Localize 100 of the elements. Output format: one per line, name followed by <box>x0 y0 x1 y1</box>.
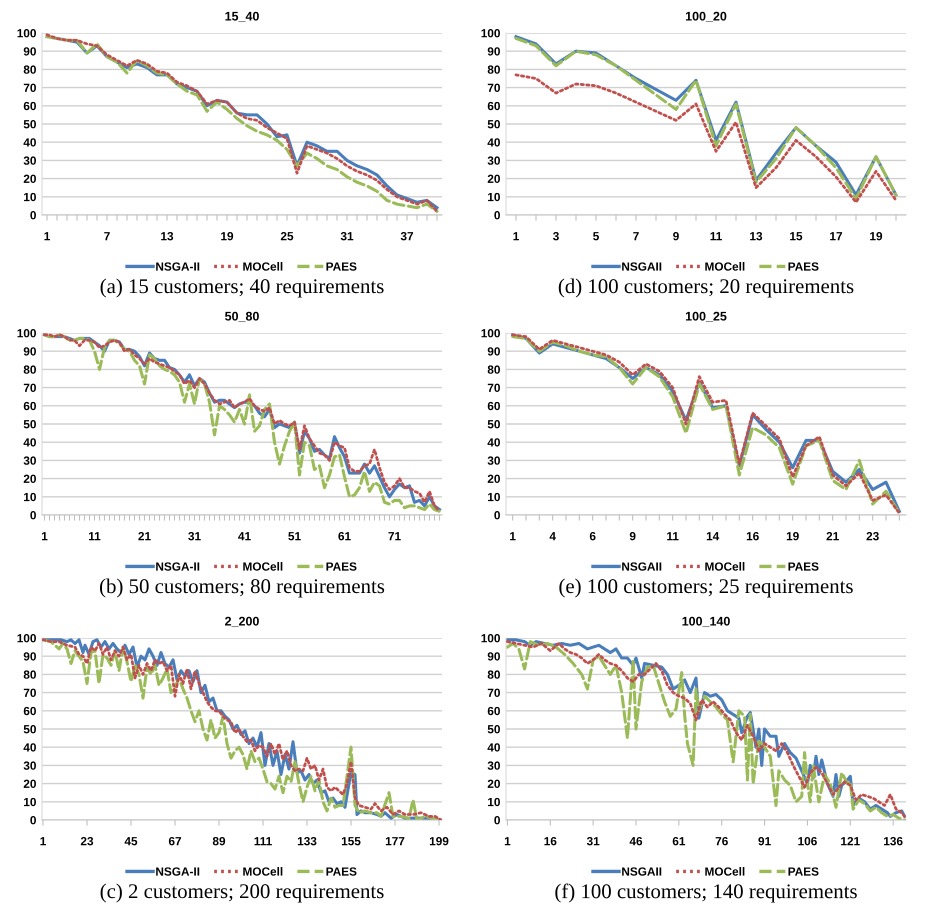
y-tick-label: 10 <box>24 192 36 202</box>
y-tick-label: 80 <box>24 670 36 679</box>
y-tick-label: 80 <box>488 670 500 679</box>
x-tick-label: 31 <box>586 836 600 846</box>
x-tick-label: 51 <box>288 532 301 540</box>
x-tick-label: 1 <box>42 532 48 540</box>
y-tick-label: 100 <box>481 329 500 338</box>
y-tick-label: 70 <box>24 688 36 697</box>
line-series <box>514 73 898 204</box>
y-tick-label: 30 <box>488 761 500 770</box>
y-tick-label: 80 <box>24 365 36 374</box>
x-tick-label: 5 <box>593 232 599 240</box>
y-tick-label: 70 <box>24 84 36 92</box>
x-tick-label: 67 <box>168 836 182 846</box>
text: (c) 2 customers; 200 requirements <box>100 884 384 902</box>
text: (f) 100 customers; 140 requirements <box>555 883 857 903</box>
x-tick-label: 21 <box>826 532 839 540</box>
x-tick-label: 4 <box>550 532 556 540</box>
x-tick-label: 19 <box>786 532 799 540</box>
y-tick-label: 60 <box>488 706 500 716</box>
legend-label: MOCell <box>243 867 282 876</box>
y-tick-label: 60 <box>24 706 36 716</box>
legend-label: PAES <box>326 262 356 271</box>
y-tick-label: 10 <box>24 492 36 502</box>
legend-label: PAES <box>788 262 819 271</box>
legend-label: NSGAII <box>622 867 662 876</box>
y-tick-label: 100 <box>17 29 36 38</box>
x-tick-label: 21 <box>138 532 151 540</box>
legend-label: NSGAII <box>622 562 662 571</box>
x-tick-label: 89 <box>212 836 226 846</box>
y-tick-label: 50 <box>24 120 36 128</box>
x-tick-label: 1 <box>513 232 519 240</box>
x-tick-label: 61 <box>338 532 351 540</box>
legend-label: MOCell <box>243 262 282 271</box>
y-tick-label: 0 <box>30 511 36 520</box>
y-tick-label: 30 <box>488 156 500 165</box>
legend-label: PAES <box>326 867 356 876</box>
y-tick-label: 40 <box>23 743 36 752</box>
y-tick-label: 0 <box>30 211 36 220</box>
x-tick-label: 199 <box>430 836 448 846</box>
chart-title: 100_140 <box>682 616 730 628</box>
x-tick-label: 11 <box>710 232 722 240</box>
y-tick-label: 60 <box>488 102 500 110</box>
x-tick-label: 1 <box>40 837 46 846</box>
chart-title: 100_20 <box>686 12 726 22</box>
y-tick-label: 30 <box>24 156 36 165</box>
x-tick-label: 1 <box>44 232 50 240</box>
x-tick-label: 133 <box>298 836 316 846</box>
x-tick-label: 19 <box>221 232 234 240</box>
legend-label: NSGA-II <box>156 562 200 571</box>
text: (a) 15 customers; 40 requirements <box>100 278 384 298</box>
chart-title: 50_80 <box>225 312 259 322</box>
y-tick-label: 0 <box>30 816 36 824</box>
y-tick-label: 10 <box>488 492 500 502</box>
y-tick-label: 40 <box>23 438 36 447</box>
y-tick-label: 20 <box>488 474 500 483</box>
y-tick-label: 0 <box>494 816 500 824</box>
legend-label: NSGAII <box>622 262 662 271</box>
y-tick-label: 50 <box>488 120 500 128</box>
y-tick-label: 80 <box>488 65 500 74</box>
x-tick-label: 31 <box>340 232 354 240</box>
x-tick-label: 46 <box>630 836 642 846</box>
legend-label: PAES <box>788 562 819 571</box>
x-tick-label: 17 <box>830 232 842 240</box>
x-tick-label: 3 <box>552 232 559 240</box>
y-tick-label: 50 <box>24 725 36 734</box>
y-tick-label: 0 <box>494 511 500 520</box>
text: (d) 100 customers; 20 requirements <box>558 278 854 298</box>
x-tick-label: 9 <box>630 532 636 540</box>
x-tick-label: 23 <box>80 836 94 846</box>
x-tick-label: 91 <box>758 836 771 846</box>
y-tick-label: 10 <box>488 192 500 202</box>
y-tick-label: 50 <box>24 420 36 428</box>
chart-title: 2_200 <box>225 616 259 628</box>
y-tick-label: 30 <box>488 456 500 465</box>
x-tick-label: 61 <box>672 836 686 846</box>
y-tick-label: 70 <box>24 384 36 392</box>
legend-label: MOCell <box>705 867 744 876</box>
y-tick-label: 40 <box>487 438 500 447</box>
x-tick-label: 11 <box>667 532 679 540</box>
x-tick-label: 23 <box>866 532 879 540</box>
x-tick-label: 45 <box>124 837 138 846</box>
legend-label: NSGA-II <box>156 867 200 876</box>
text: (e) 100 customers; 25 requirements <box>559 578 853 598</box>
x-tick-label: 11 <box>89 532 100 540</box>
y-tick-label: 100 <box>17 329 36 338</box>
y-tick-label: 70 <box>488 688 500 697</box>
y-tick-label: 50 <box>488 725 500 734</box>
y-tick-label: 90 <box>488 652 500 661</box>
legend-label: MOCell <box>705 262 744 271</box>
x-tick-label: 177 <box>386 837 404 846</box>
chart-title: 15_40 <box>225 12 259 22</box>
x-tick-label: 121 <box>841 836 860 846</box>
x-tick-label: 7 <box>633 232 639 240</box>
x-tick-label: 1 <box>510 532 516 540</box>
x-tick-label: 25 <box>280 232 294 240</box>
y-tick-label: 20 <box>488 780 500 788</box>
y-tick-label: 30 <box>24 456 36 465</box>
y-tick-label: 40 <box>23 138 36 147</box>
y-tick-label: 20 <box>24 474 36 483</box>
